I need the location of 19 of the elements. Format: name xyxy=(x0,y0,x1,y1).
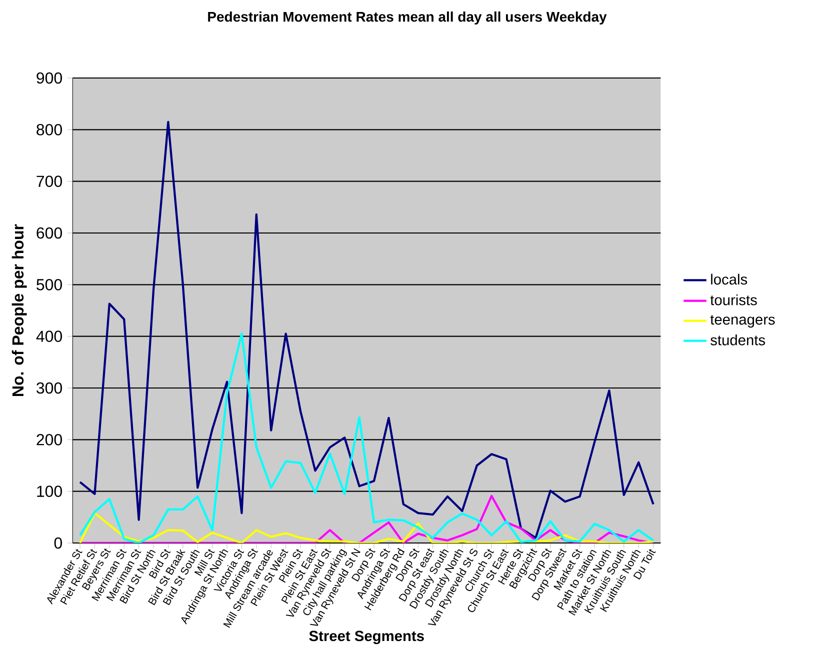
legend-label: tourists xyxy=(710,294,757,306)
line-series xyxy=(78,120,654,539)
y-tick-label: 300 xyxy=(36,382,62,394)
y-tick-label: 600 xyxy=(36,227,62,239)
x-axis-title: Street Segments xyxy=(309,630,424,644)
legend-label: teenagers xyxy=(710,315,775,328)
legend-label: students xyxy=(710,334,766,346)
y-tick-label: 900 xyxy=(36,72,62,84)
y-tick-label: 100 xyxy=(37,486,62,497)
y-tick-label: 500 xyxy=(36,279,62,290)
legend-label: locals xyxy=(711,274,748,285)
y-tick-label: 400 xyxy=(36,330,62,342)
y-tick-label: 700 xyxy=(36,176,62,187)
chart-title: Pedestrian Movement Rates mean all day all users Weekday xyxy=(208,11,607,25)
line-series xyxy=(78,332,654,543)
y-tick-label: 0 xyxy=(54,537,62,549)
y-tick-label: 200 xyxy=(36,434,62,446)
y-axis-title: No. of People per hour xyxy=(12,224,27,396)
y-tick-label: 800 xyxy=(36,124,62,136)
